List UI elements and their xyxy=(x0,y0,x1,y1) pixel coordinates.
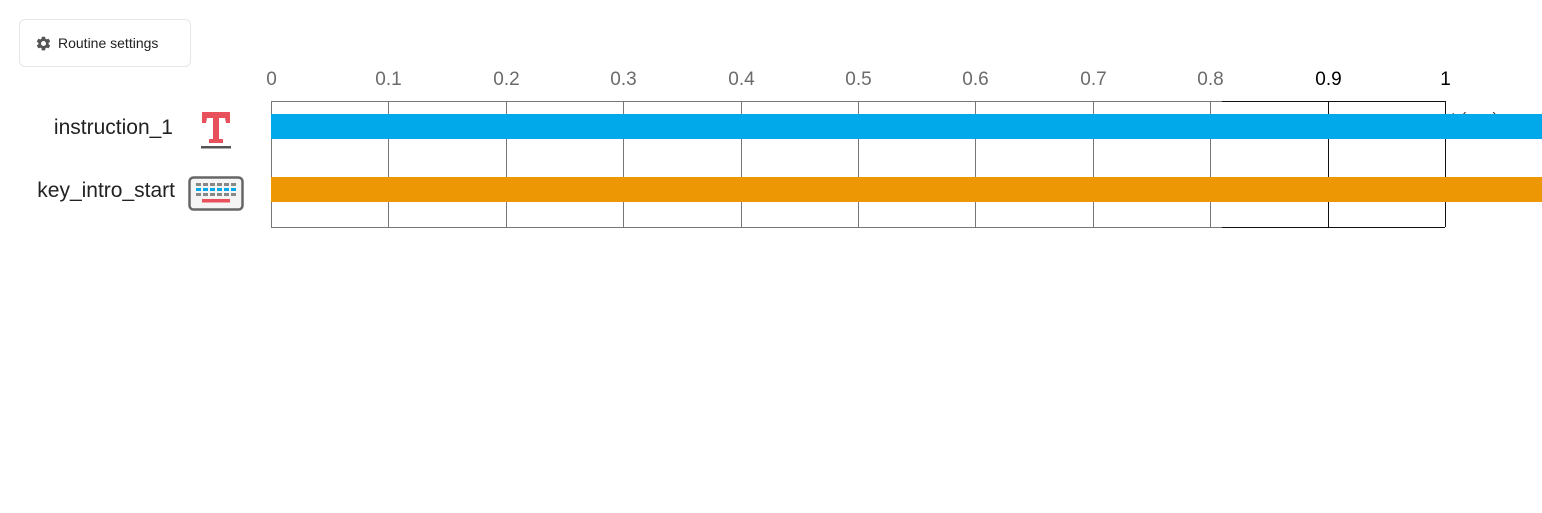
time-tick-label: 0.9 xyxy=(1315,69,1341,90)
gear-icon xyxy=(36,36,51,50)
time-tick-label: 0.7 xyxy=(1080,69,1106,90)
time-tick-label: 0.1 xyxy=(375,69,401,90)
timeline-panel: t (sec)00.10.20.30.40.50.60.70.80.91 xyxy=(266,69,1542,228)
component-name-key-intro-start[interactable]: key_intro_start xyxy=(37,179,175,202)
time-tick-label: 1 xyxy=(1440,69,1451,90)
routine-settings-label: Routine settings xyxy=(58,35,159,51)
keyboard-component-icon[interactable] xyxy=(188,176,244,212)
time-tick-label: 0.3 xyxy=(610,69,636,90)
time-tick-label: 0.8 xyxy=(1197,69,1223,90)
component-bar-key-intro-start[interactable] xyxy=(271,177,1542,202)
component-name-instruction-1[interactable]: instruction_1 xyxy=(53,116,173,139)
component-bar-instruction-1[interactable] xyxy=(271,114,1542,139)
time-tick-label: 0.6 xyxy=(962,69,988,90)
text-component-icon[interactable] xyxy=(199,110,233,150)
time-tick-label: 0.4 xyxy=(728,69,755,90)
routine-settings-button[interactable]: Routine settings xyxy=(19,19,191,67)
time-tick-label: 0.2 xyxy=(493,69,519,90)
time-tick-label: 0 xyxy=(266,69,277,90)
time-tick-label: 0.5 xyxy=(845,69,871,90)
